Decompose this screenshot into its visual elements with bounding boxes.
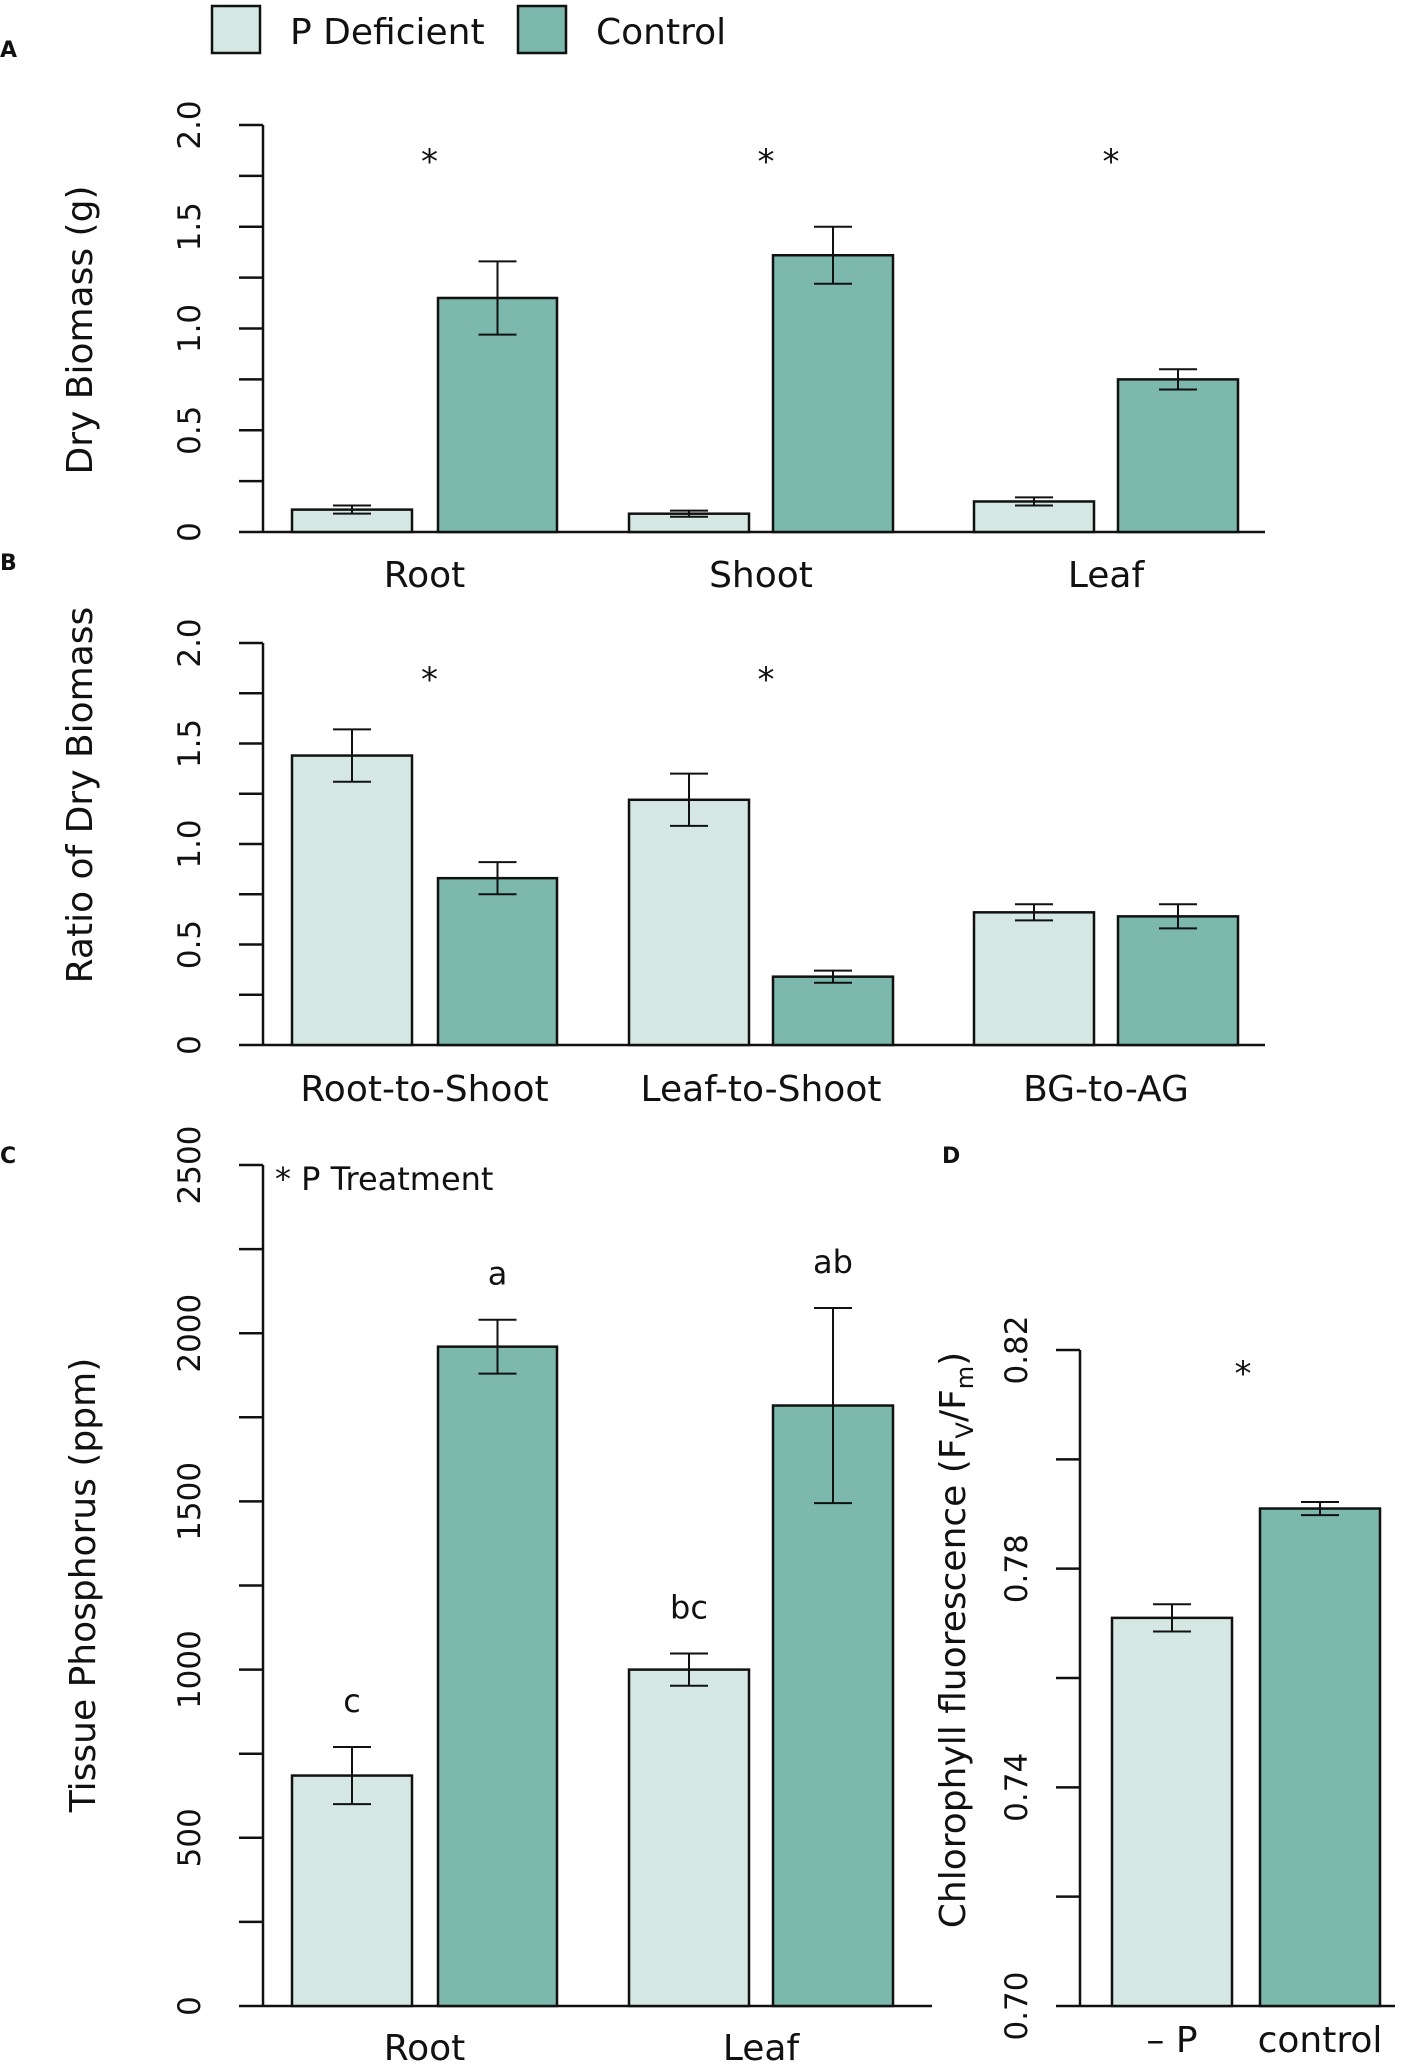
panel-b-bar bbox=[771, 975, 895, 1047]
panel-a-category-label: Shoot bbox=[709, 555, 813, 596]
panel-d-y-tick-label: 0.70 bbox=[999, 1971, 1035, 2040]
panel-d-ylabel-end: ) bbox=[933, 1352, 974, 1366]
panel-a-category-label: Root bbox=[384, 555, 466, 596]
panel-d-ylabel: Chlorophyll fluorescence (FV/Fm) bbox=[933, 1352, 979, 1928]
panel-b-category-label: BG-to-AG bbox=[1023, 1069, 1189, 1110]
panel-b-bars bbox=[290, 728, 1240, 1047]
panel-b-bar bbox=[1116, 915, 1240, 1047]
panel-d-ylabel-sub2: m bbox=[951, 1366, 979, 1389]
panel-c-y-tick-label: 2000 bbox=[172, 1294, 208, 1373]
panel-a-labels: 0 0.5 1.0 1.5 2.0 Root * Shoot * Leaf * bbox=[172, 100, 1145, 596]
panel-d-category-label: – P bbox=[1146, 2020, 1197, 2061]
panel-a-y-tick-label: 1.0 bbox=[172, 304, 208, 353]
panel-a-bar bbox=[436, 296, 559, 534]
panel-d-bar bbox=[1110, 1616, 1234, 2008]
panel-a-y-tick-label: 0.5 bbox=[172, 406, 208, 455]
panel-b-bar bbox=[436, 876, 559, 1047]
panel-d-significance-star: * bbox=[1235, 1354, 1252, 1394]
panel-label-c: C bbox=[0, 1144, 16, 1169]
panel-b-y-tick-label: 1.5 bbox=[172, 719, 208, 768]
panel-b-labels: 0 0.5 1.0 1.5 2.0 Root-to-Shoot * Leaf-to-Shoot… bbox=[172, 618, 1189, 1110]
panel-label-b: B bbox=[0, 551, 17, 576]
panel-a-bar bbox=[1116, 378, 1240, 534]
legend-swatch-p-deficient bbox=[210, 4, 262, 55]
panel-c-ylabel: Tissue Phosphorus (ppm) bbox=[63, 1358, 104, 1813]
panel-b-ylabel: Ratio of Dry Biomass bbox=[60, 607, 101, 984]
panel-d-y-tick-label: 0.82 bbox=[999, 1315, 1035, 1384]
panel-a: 0 0.5 1.0 1.5 2.0 Root * Shoot * Leaf * Dry Biomas… bbox=[60, 100, 1265, 596]
panel-b-bar bbox=[972, 911, 1096, 1047]
panel-a-y-tick-label: 2.0 bbox=[172, 100, 208, 149]
panel-c-note: * P Treatment bbox=[275, 1160, 493, 1198]
panel-d-ylabel-main: Chlorophyll fluorescence (F bbox=[933, 1438, 974, 1928]
panel-c-bars bbox=[290, 1306, 895, 2008]
panel-c-y-tick-label: 1000 bbox=[172, 1630, 208, 1709]
panel-d: 0.70 0.74 0.78 0.82 – P control * Chlorophyll … bbox=[933, 1315, 1395, 2061]
panel-c-category-label: Leaf bbox=[723, 2028, 801, 2065]
panel-b-y-tick-label: 1.0 bbox=[172, 819, 208, 868]
panel-b-category-label: Root-to-Shoot bbox=[300, 1069, 548, 1110]
panel-d-y-tick-label: 0.74 bbox=[999, 1753, 1035, 1822]
panel-a-bars bbox=[290, 225, 1240, 534]
panel-b-bar bbox=[627, 798, 751, 1047]
panel-a-y-tick-label: 0 bbox=[172, 522, 208, 542]
panel-b: 0 0.5 1.0 1.5 2.0 Root-to-Shoot * Leaf-to-Shoot… bbox=[60, 607, 1265, 1110]
panel-b-category-label: Leaf-to-Shoot bbox=[641, 1069, 882, 1110]
panel-c-labels: 0 500 1000 1500 2000 2500 c a Root bc ab Leaf bbox=[172, 1126, 853, 2065]
panel-d-bars bbox=[1110, 1500, 1382, 2008]
panel-d-bar bbox=[1258, 1507, 1382, 2008]
panel-a-category-label: Leaf bbox=[1068, 555, 1146, 596]
panel-a-bar bbox=[771, 253, 895, 534]
panel-c-letter-label: c bbox=[343, 1682, 361, 1720]
panel-b-y-tick-label: 0 bbox=[172, 1035, 208, 1055]
panel-b-significance-star: * bbox=[758, 660, 775, 700]
panel-label-a: A bbox=[0, 38, 17, 63]
panel-a-ylabel: Dry Biomass (g) bbox=[60, 185, 101, 474]
panel-b-bar bbox=[290, 754, 414, 1047]
panel-d-ylabel-sub1: V bbox=[951, 1421, 979, 1438]
panel-d-labels: 0.70 0.74 0.78 0.82 – P control * bbox=[999, 1315, 1382, 2061]
panel-d-ylabel-mid: /F bbox=[933, 1389, 974, 1422]
panel-b-y-tick-label: 2.0 bbox=[172, 618, 208, 667]
panel-c-bar bbox=[627, 1668, 751, 2008]
legend-label-control: Control bbox=[596, 12, 726, 53]
panel-c-letter-label: a bbox=[488, 1255, 508, 1293]
panel-c: 0 500 1000 1500 2000 2500 c a Root bc ab Leaf Tissu… bbox=[63, 1126, 932, 2065]
panel-c-letter-label: ab bbox=[813, 1243, 853, 1281]
panel-b-significance-star: * bbox=[421, 660, 438, 700]
panel-c-y-tick-label: 500 bbox=[172, 1808, 208, 1867]
panel-d-y-tick-label: 0.78 bbox=[999, 1534, 1035, 1603]
legend-swatch-control bbox=[516, 4, 568, 55]
legend: P Deficient Control bbox=[210, 4, 726, 55]
panel-a-significance-star: * bbox=[1103, 142, 1120, 182]
panel-a-significance-star: * bbox=[758, 142, 775, 182]
panel-b-y-tick-label: 0.5 bbox=[172, 920, 208, 969]
panel-c-y-tick-label: 1500 bbox=[172, 1462, 208, 1541]
panel-c-bar bbox=[290, 1774, 414, 2008]
panel-d-category-label: control bbox=[1258, 2020, 1383, 2061]
panel-label-d: D bbox=[942, 1144, 960, 1169]
panel-c-letter-label: bc bbox=[670, 1588, 708, 1626]
panel-a-axis bbox=[239, 123, 1265, 534]
panel-c-category-label: Root bbox=[384, 2028, 466, 2065]
panel-a-y-tick-label: 1.5 bbox=[172, 202, 208, 251]
panel-b-axis bbox=[239, 641, 1265, 1047]
panel-c-bar bbox=[771, 1404, 895, 2008]
panel-c-y-tick-label: 2500 bbox=[172, 1126, 208, 1205]
panel-c-bar bbox=[436, 1345, 559, 2008]
panel-a-significance-star: * bbox=[421, 142, 438, 182]
panel-c-y-tick-label: 0 bbox=[172, 1996, 208, 2016]
legend-label-p-deficient: P Deficient bbox=[290, 12, 485, 53]
